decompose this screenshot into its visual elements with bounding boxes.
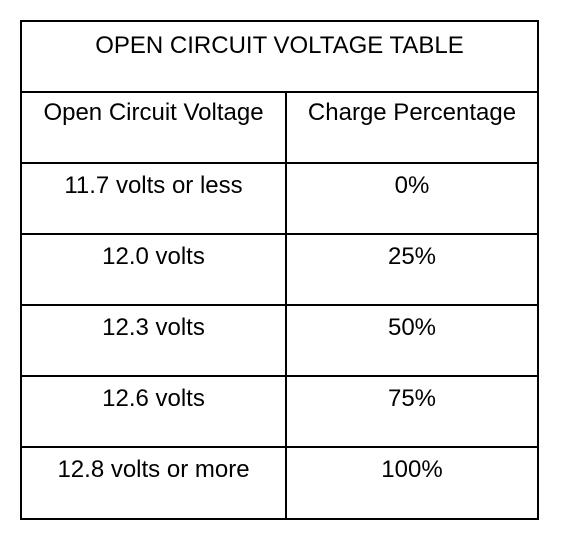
table-row: 12.3 volts 50% (20, 304, 539, 377)
table-row: 11.7 volts or less 0% (20, 162, 539, 235)
charge-percentage-cell: 25% (285, 233, 539, 306)
charge-percentage-cell: 50% (285, 304, 539, 377)
charge-percentage-cell: 0% (285, 162, 539, 235)
table-row: 12.0 volts 25% (20, 233, 539, 306)
table-header-row: Open Circuit Voltage Charge Percentage (20, 91, 539, 164)
voltage-cell: 12.6 volts (20, 375, 287, 448)
charge-percentage-cell: 75% (285, 375, 539, 448)
charge-percentage-cell: 100% (285, 446, 539, 520)
table-title-row: OPEN CIRCUIT VOLTAGE TABLE (20, 20, 539, 93)
voltage-cell: 11.7 volts or less (20, 162, 287, 235)
column-header-charge-percentage: Charge Percentage (285, 91, 539, 164)
voltage-cell: 12.0 volts (20, 233, 287, 306)
voltage-cell: 12.3 volts (20, 304, 287, 377)
voltage-cell: 12.8 volts or more (20, 446, 287, 520)
table-row: 12.6 volts 75% (20, 375, 539, 448)
open-circuit-voltage-table: OPEN CIRCUIT VOLTAGE TABLE Open Circuit … (20, 20, 539, 520)
table-title: OPEN CIRCUIT VOLTAGE TABLE (20, 20, 539, 93)
table-row: 12.8 volts or more 100% (20, 446, 539, 520)
column-header-open-circuit-voltage: Open Circuit Voltage (20, 91, 287, 164)
